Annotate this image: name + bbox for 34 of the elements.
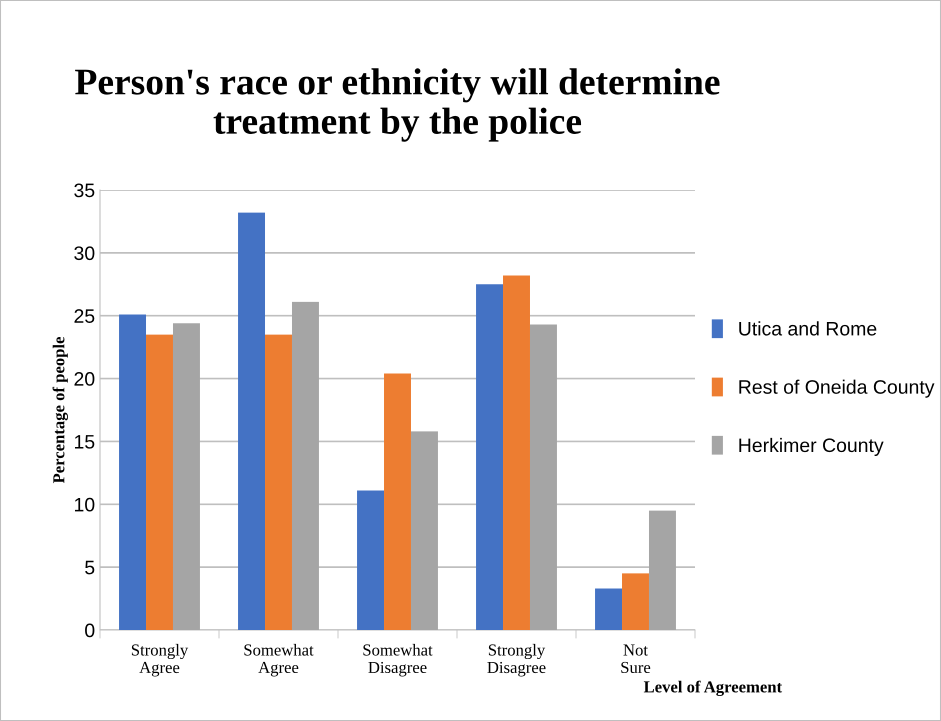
y-tick-label: 20 (74, 372, 94, 386)
bar (476, 284, 504, 630)
bar (119, 314, 146, 630)
bar (595, 588, 622, 630)
legend-label: Rest of Oneida County (739, 380, 934, 398)
bar (622, 573, 649, 630)
y-tick-label: 10 (74, 498, 94, 512)
bar (292, 302, 319, 630)
x-tick-label: Strongly Disagree (487, 644, 546, 677)
legend-label: Utica and Rome (739, 321, 876, 336)
bar (503, 275, 530, 630)
x-tick-label: Somewhat Disagree (363, 644, 433, 676)
y-tick-label: 0 (85, 623, 94, 638)
x-tick-label: Somewhat Agree (244, 644, 314, 676)
bar (648, 510, 676, 630)
bar (172, 323, 200, 630)
y-tick-label: 25 (74, 309, 94, 323)
bar (238, 212, 266, 630)
y-tick-label: 15 (74, 435, 94, 449)
x-axis-title: Level of Agreement (644, 680, 782, 696)
bar (357, 490, 384, 630)
bar (146, 334, 173, 630)
bar (384, 374, 411, 630)
x-tick-label: Not Sure (621, 644, 650, 674)
y-tick-label: 35 (74, 183, 94, 198)
y-tick-label: 5 (85, 560, 94, 574)
x-tick-label: Strongly Agree (132, 644, 188, 677)
legend-label: Herkimer County (739, 438, 884, 456)
bar (265, 334, 292, 630)
chart-title: Person's race or ethnicity will determine treatment by the police (75, 68, 720, 142)
y-tick-label: 30 (74, 246, 94, 260)
bar (410, 431, 438, 630)
bar (530, 324, 557, 630)
y-axis-title: Percentage of people (52, 336, 68, 484)
